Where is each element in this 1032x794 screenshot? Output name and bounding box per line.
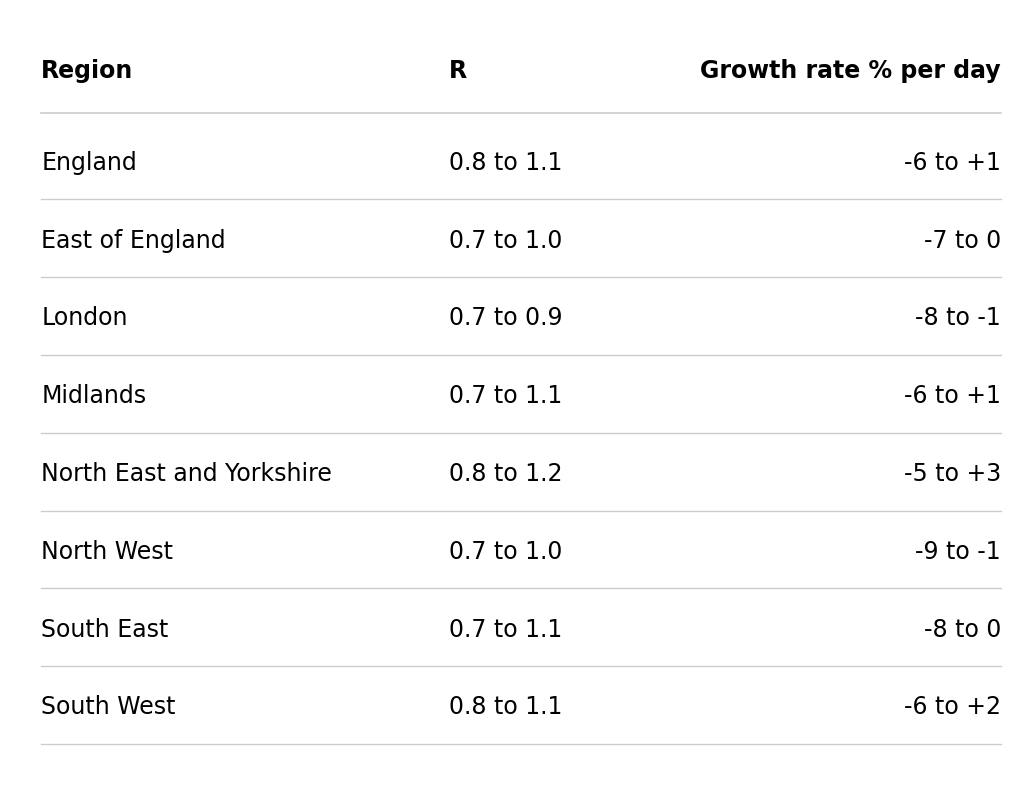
Text: East of England: East of England — [41, 229, 226, 252]
Text: 0.8 to 1.1: 0.8 to 1.1 — [449, 696, 562, 719]
Text: London: London — [41, 306, 128, 330]
Text: 0.7 to 1.0: 0.7 to 1.0 — [449, 229, 562, 252]
Text: South East: South East — [41, 618, 168, 642]
Text: England: England — [41, 151, 137, 175]
Text: -5 to +3: -5 to +3 — [904, 462, 1001, 486]
Text: 0.7 to 1.1: 0.7 to 1.1 — [449, 618, 562, 642]
Text: -8 to -1: -8 to -1 — [915, 306, 1001, 330]
Text: Region: Region — [41, 60, 133, 83]
Text: 0.8 to 1.1: 0.8 to 1.1 — [449, 151, 562, 175]
Text: North West: North West — [41, 540, 173, 564]
Text: Growth rate % per day: Growth rate % per day — [701, 60, 1001, 83]
Text: -6 to +1: -6 to +1 — [904, 384, 1001, 408]
Text: 0.8 to 1.2: 0.8 to 1.2 — [449, 462, 562, 486]
Text: 0.7 to 1.1: 0.7 to 1.1 — [449, 384, 562, 408]
Text: -8 to 0: -8 to 0 — [924, 618, 1001, 642]
Text: 0.7 to 1.0: 0.7 to 1.0 — [449, 540, 562, 564]
Text: Midlands: Midlands — [41, 384, 147, 408]
Text: -6 to +2: -6 to +2 — [904, 696, 1001, 719]
Text: -7 to 0: -7 to 0 — [924, 229, 1001, 252]
Text: South West: South West — [41, 696, 175, 719]
Text: -9 to -1: -9 to -1 — [915, 540, 1001, 564]
Text: 0.7 to 0.9: 0.7 to 0.9 — [449, 306, 562, 330]
Text: R: R — [449, 60, 467, 83]
Text: North East and Yorkshire: North East and Yorkshire — [41, 462, 332, 486]
Text: -6 to +1: -6 to +1 — [904, 151, 1001, 175]
